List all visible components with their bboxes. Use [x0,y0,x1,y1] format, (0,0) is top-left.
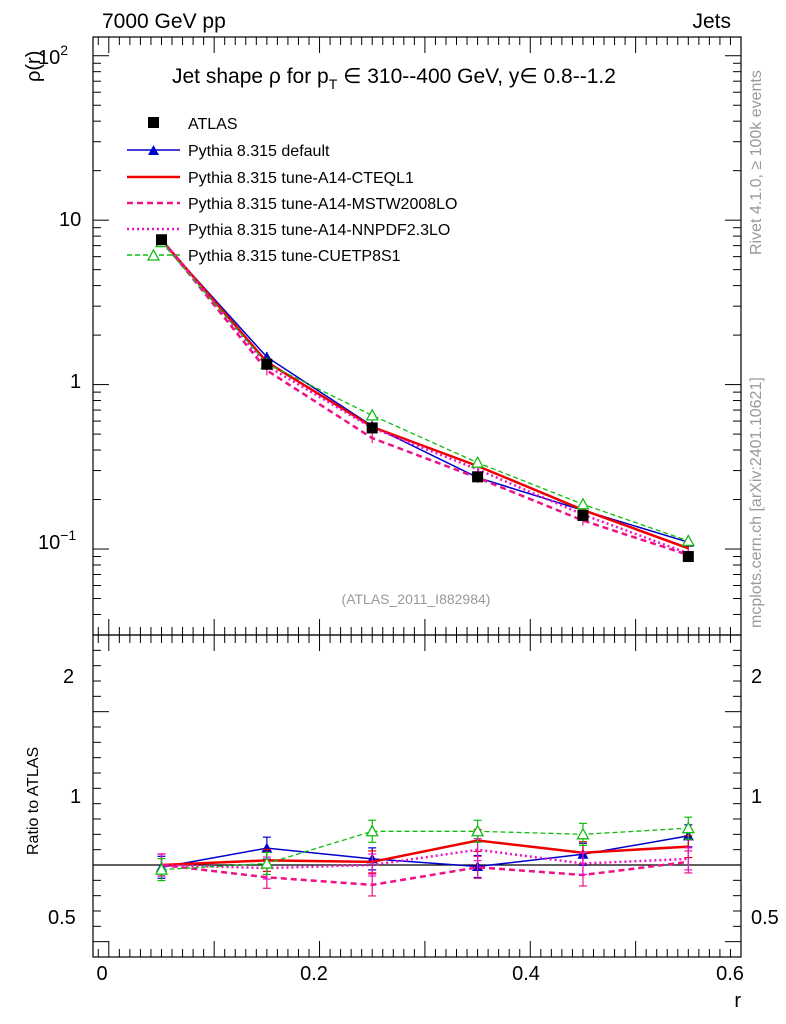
header-left: 7000 GeV pp [102,10,226,33]
ratio-y-axis-label: Ratio to ATLAS [25,747,42,855]
series-line-default [160,240,689,543]
legend-marker-atlas [148,117,159,128]
y-tick-label-100: 102 [38,42,68,69]
ratio-line-mstw [161,860,689,887]
analysis-reference: (ATLAS_2011_I882984) [342,591,491,607]
ratio-marker-cuetp8s1 [576,827,590,840]
atlas-data-point [366,422,378,434]
x-tick-label-0.2: 0.2 [300,963,328,985]
y-tick-label-10: 10 [59,209,81,231]
x-tick-label-0: 0 [96,963,107,985]
ratio-tick-label-1-right: 1 [751,786,762,808]
ratio-marker-cuetp8s1 [365,824,379,837]
chart-title: Jet shape ρ for pT ∈ 310--400 GeV, y∈ 0.… [172,65,616,92]
series-marker-cuetp8s1 [470,455,485,468]
atlas-data-point [261,358,273,370]
ratio-tick-label-1: 1 [70,786,81,808]
y-tick-label-0.1: 10−1 [38,527,76,554]
ratio-line-nnpdf [161,848,689,870]
ratio-plot-frame [92,634,742,958]
x-axis-label: r [734,990,741,1012]
ratio-plot-series [154,816,695,897]
series-line-nnpdf [160,238,689,555]
ratio-marker-cuetp8s1 [470,824,485,837]
atlas-data-point [155,234,167,246]
legend-label-default: Pythia 8.315 default [188,143,330,160]
ratio-marker-cuetp8s1 [260,856,274,869]
ratio-marker-cuetp8s1 [681,821,695,834]
legend-marker-default [148,145,159,155]
mcplots-label: mcplots.cern.ch [arXiv:2401.10621] [748,377,765,628]
ratio-marker-default [261,842,273,853]
ratio-line-cuetp8s1 [161,827,689,871]
series-line-mstw [160,239,689,557]
atlas-data-point [472,471,484,483]
ratio-line-cteql1 [161,839,689,867]
rivet-version-label: Rivet 4.1.0, ≥ 100k events [748,70,765,255]
main-plot-series [154,234,695,563]
atlas-data-point [577,509,589,521]
axis-ticks [93,37,742,958]
x-tick-label-0.4: 0.4 [512,963,540,985]
series-marker-cuetp8s1 [681,534,695,547]
ratio-marker-cuetp8s1 [154,862,169,875]
header-right: Jets [692,10,731,33]
series-line-cteql1 [160,238,689,550]
legend-label-nnpdf: Pythia 8.315 tune-A14-NNPDF2.3LO [188,222,450,239]
ratio-tick-label-0.5-right: 0.5 [751,907,779,929]
legend-label-atlas: ATLAS [188,116,238,133]
ratio-tick-label-2-right: 2 [751,666,762,688]
x-tick-label-0.6: 0.6 [716,963,744,985]
series-marker-cuetp8s1 [365,408,379,421]
series-marker-cuetp8s1 [576,497,590,510]
y-tick-label-1: 1 [70,371,81,393]
legend-marker-cuetp8s1 [146,248,161,261]
ratio-tick-label-2: 2 [63,666,74,688]
main-y-axis-label: ρ(r) [23,51,45,82]
ratio-tick-label-0.5: 0.5 [48,907,76,929]
legend-label-cuetp8s1: Pythia 8.315 tune-CUETP8S1 [188,248,401,265]
legend-label-cteql1: Pythia 8.315 tune-A14-CTEQL1 [188,170,414,187]
legend-label-mstw: Pythia 8.315 tune-A14-MSTW2008LO [188,196,457,213]
series-line-cuetp8s1 [161,241,689,542]
atlas-data-point [682,551,694,563]
